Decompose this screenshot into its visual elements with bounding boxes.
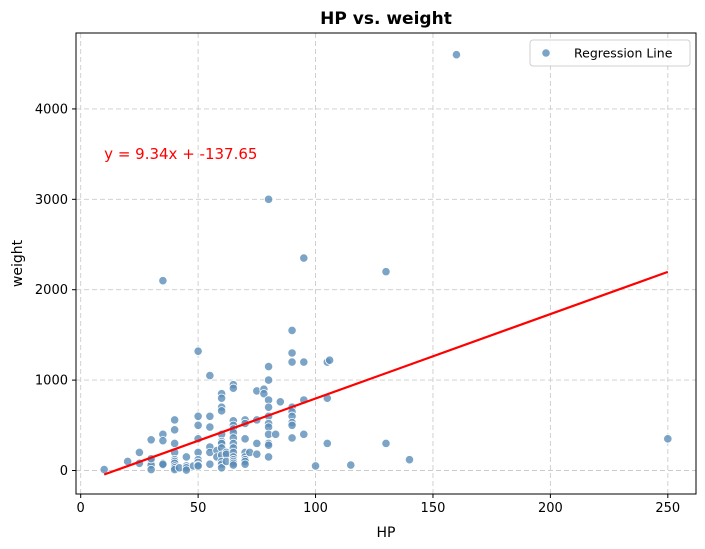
data-point	[205, 370, 215, 381]
data-point	[325, 355, 335, 365]
data-points	[99, 50, 673, 475]
data-point	[271, 429, 281, 439]
data-point	[263, 402, 274, 412]
data-point	[322, 438, 332, 448]
plot-area-border	[75, 32, 697, 495]
data-point	[252, 438, 262, 448]
y-axis-label: weight	[10, 239, 26, 287]
grid-lines	[76, 33, 696, 494]
data-point	[217, 406, 227, 416]
legend-marker	[541, 48, 551, 58]
data-point	[287, 325, 297, 335]
x-tick-label: 150	[421, 501, 446, 516]
x-tick-label: 0	[77, 501, 85, 516]
data-point	[158, 459, 168, 469]
data-point	[134, 447, 145, 458]
data-point	[170, 438, 180, 448]
data-point	[181, 452, 191, 462]
data-point	[205, 459, 215, 469]
y-tick-label: 0	[60, 464, 68, 479]
data-point	[299, 357, 309, 367]
data-point	[170, 425, 180, 435]
regression-equation: y = 9.34x + -137.65	[104, 145, 257, 163]
data-point	[381, 438, 391, 448]
data-point	[146, 435, 156, 445]
data-point	[205, 411, 215, 421]
data-point	[287, 420, 297, 430]
data-point	[252, 449, 262, 459]
data-point	[346, 460, 356, 470]
data-point	[240, 434, 250, 444]
data-point	[299, 429, 309, 439]
regression-line	[103, 270, 669, 476]
data-point	[381, 267, 391, 277]
data-point	[263, 375, 274, 385]
data-point	[259, 389, 269, 399]
legend: Regression Line	[529, 39, 691, 67]
data-point	[228, 383, 238, 393]
legend-box	[529, 39, 691, 67]
y-tick-label: 3000	[35, 193, 68, 208]
data-point	[287, 348, 297, 358]
data-point	[310, 461, 321, 471]
data-point	[287, 433, 297, 443]
data-point	[181, 465, 191, 475]
data-point	[240, 459, 250, 469]
data-point	[193, 346, 203, 356]
data-point	[158, 436, 168, 446]
x-axis-label: HP	[377, 525, 396, 541]
regression-line-layer	[103, 270, 669, 476]
x-tick-label: 50	[190, 501, 207, 516]
x-tick-label: 200	[538, 501, 563, 516]
data-point	[275, 397, 285, 407]
data-point	[193, 420, 203, 430]
legend-label: Regression Line	[574, 46, 673, 61]
y-tick-label: 4000	[35, 102, 68, 117]
data-point	[228, 460, 238, 470]
data-point	[287, 357, 297, 367]
x-tick-label: 100	[303, 501, 328, 516]
data-point	[170, 415, 180, 425]
y-tick-label: 1000	[35, 374, 68, 389]
y-tick-label: 2000	[35, 283, 68, 298]
data-point	[404, 455, 415, 465]
data-point	[158, 276, 168, 286]
data-point	[299, 253, 309, 263]
data-point	[663, 434, 673, 444]
data-point	[193, 411, 203, 421]
data-point	[217, 463, 227, 473]
data-point	[451, 50, 462, 60]
chart-title: HP vs. weight	[320, 9, 452, 29]
x-tick-label: 250	[655, 501, 680, 516]
data-point	[146, 464, 156, 475]
data-point	[263, 361, 274, 372]
axis-ticks: 0 50 100 150 200 250 0 1000 2000 3000 4000	[35, 102, 680, 516]
data-point	[263, 452, 274, 462]
data-point	[205, 422, 215, 432]
data-point	[217, 393, 227, 403]
data-point	[263, 440, 274, 450]
data-point	[263, 194, 274, 204]
data-point	[193, 461, 203, 471]
